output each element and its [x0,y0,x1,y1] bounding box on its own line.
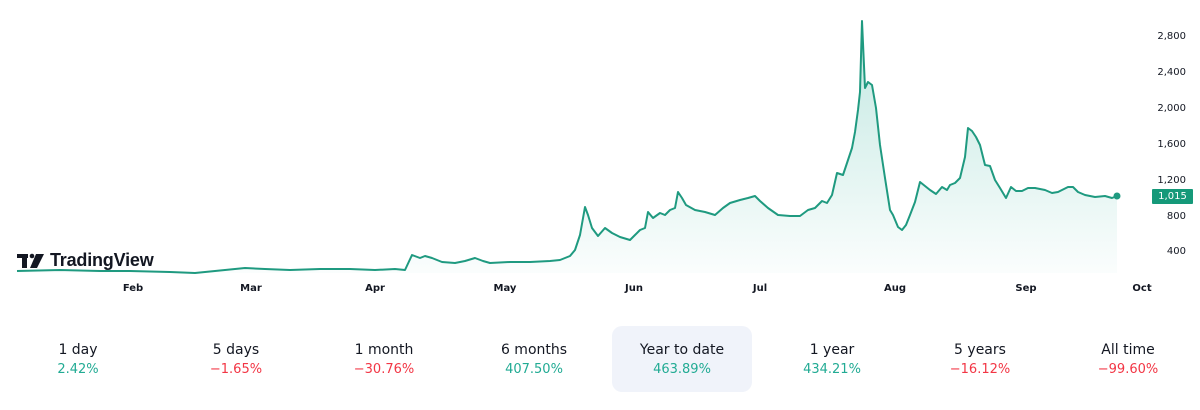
period-label: 6 months [500,342,568,358]
period-1-year[interactable]: 1 year 434.21% [762,326,902,392]
y-tick-1600: 1,600 [1157,139,1186,150]
period-1-month[interactable]: 1 month −30.76% [314,326,454,392]
x-tick-jul: Jul [752,283,768,294]
period-change: −30.76% [353,362,415,377]
period-label: All time [1101,342,1155,358]
x-tick-aug: Aug [883,283,907,294]
x-tick-oct: Oct [1132,283,1152,294]
period-5-days[interactable]: 5 days −1.65% [166,326,306,392]
period-label: 1 month [354,342,414,358]
area-fill [17,21,1117,273]
y-tick-2800: 2,800 [1157,31,1186,42]
y-tick-2400: 2,400 [1157,67,1186,78]
y-tick-2000: 2,000 [1157,103,1186,114]
x-tick-apr: Apr [365,283,385,294]
period-label: 5 days [212,342,260,358]
x-tick-mar: Mar [240,283,262,294]
period-5-years[interactable]: 5 years −16.12% [910,326,1050,392]
period-change: −16.12% [949,362,1011,377]
period-label: Year to date [639,342,725,358]
period-change: 407.50% [505,362,563,377]
x-tick-may: May [493,283,517,294]
x-tick-jun: Jun [625,283,643,294]
price-line [16,20,1118,274]
x-tick-sep: Sep [1015,283,1037,294]
chart-plot[interactable] [0,0,1200,305]
period-label: 1 day [58,342,98,358]
price-chart[interactable]: 2,800 2,400 2,000 1,600 1,200 800 400 1,… [0,0,1200,305]
period-year-to-date[interactable]: Year to date 463.89% [612,326,752,392]
period-label: 1 year [809,342,855,358]
tradingview-logo-icon [17,253,44,268]
period-change: 2.42% [57,362,99,377]
period-change: −1.65% [209,362,263,377]
y-tick-1200: 1,200 [1157,175,1186,186]
period-change: 463.89% [653,362,711,377]
period-change: 434.21% [803,362,861,377]
x-tick-feb: Feb [122,283,144,294]
period-change: −99.60% [1097,362,1159,377]
period-all-time[interactable]: All time −99.60% [1058,326,1198,392]
last-price-dot [1113,192,1121,200]
period-label: 5 years [954,342,1006,358]
last-price-badge: 1,015 [1152,189,1193,204]
performance-periods: 1 day 2.42% 5 days −1.65% 1 month −30.76… [0,326,1200,394]
tradingview-logo[interactable]: TradingView [17,250,154,271]
brand-name: TradingView [50,250,154,270]
y-tick-800: 800 [1166,211,1186,222]
period-6-months[interactable]: 6 months 407.50% [464,326,604,392]
period-1-day[interactable]: 1 day 2.42% [8,326,148,392]
y-tick-400: 400 [1166,246,1186,257]
